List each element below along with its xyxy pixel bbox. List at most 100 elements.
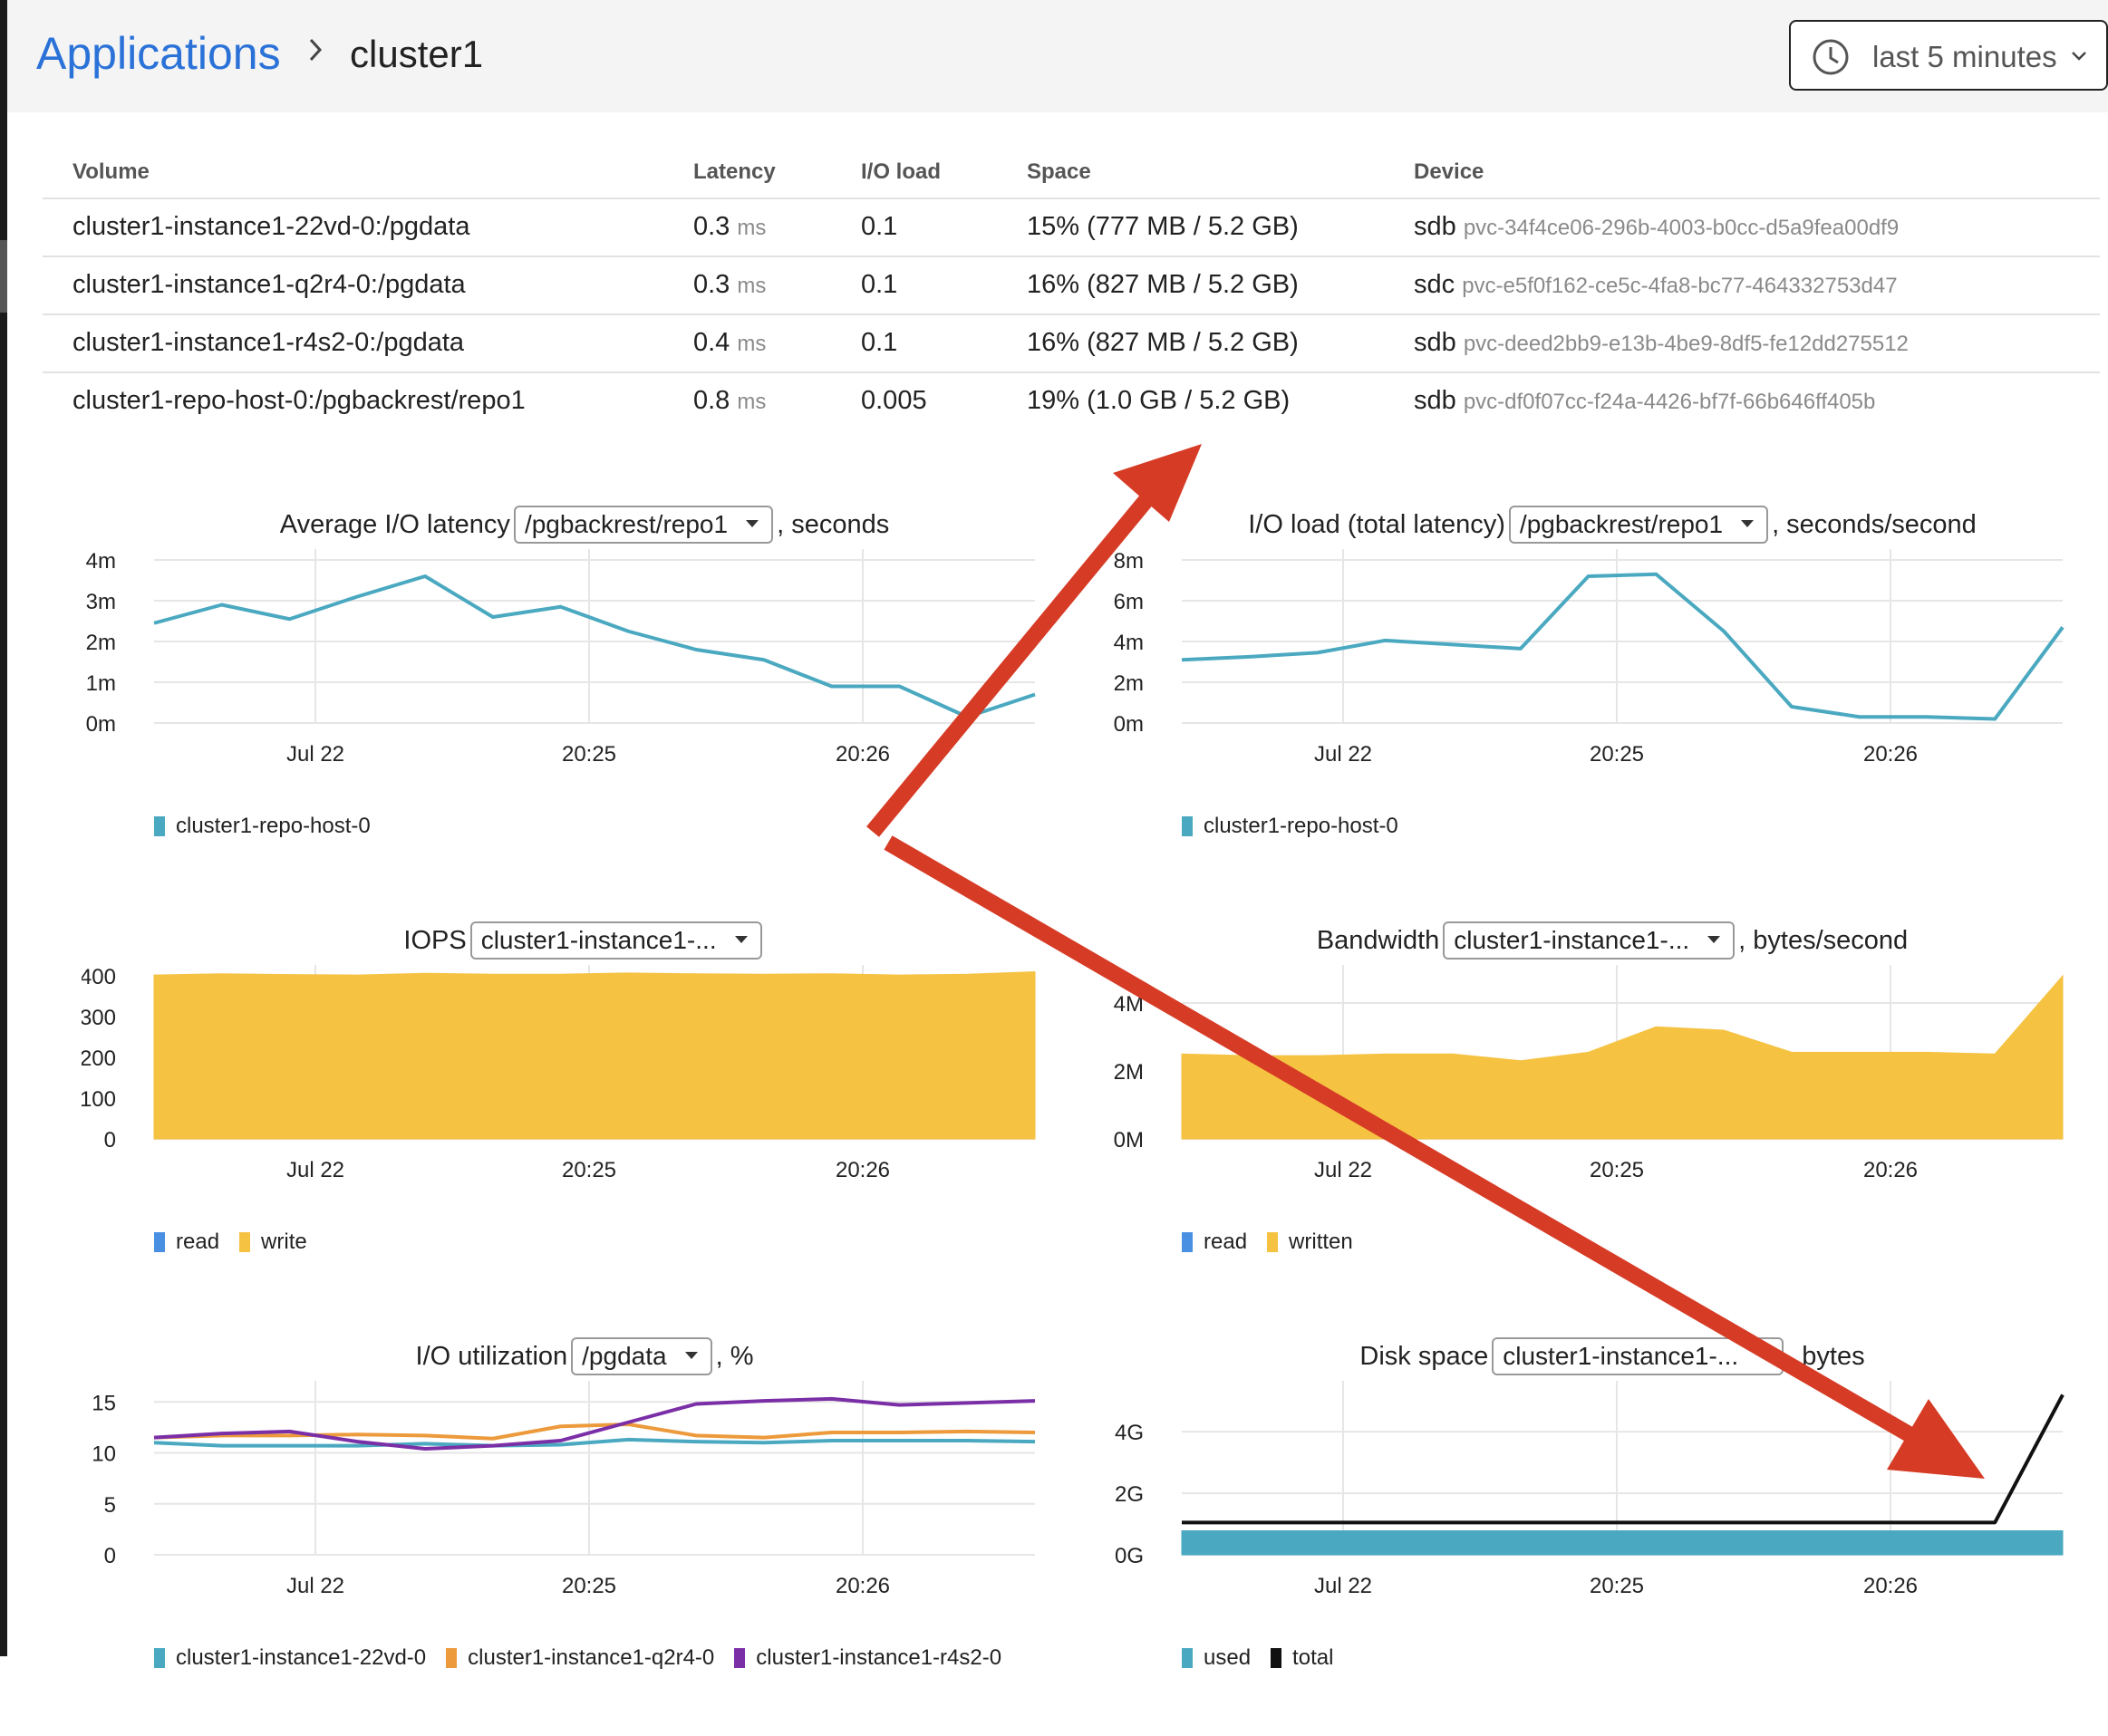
col-latency[interactable]: Latency: [693, 159, 776, 184]
latency-unit: ms: [737, 390, 767, 414]
chart-title-unit: , %: [715, 1341, 754, 1371]
legend-label: written: [1289, 1230, 1353, 1254]
chart-title-text: I/O utilization: [415, 1341, 568, 1371]
legend-label: cluster1-instance1-q2r4-0: [468, 1645, 715, 1670]
volume-name: cluster1-instance1-r4s2-0:/pgdata: [73, 328, 465, 357]
y-tick-label: 3m: [86, 590, 116, 614]
x-tick-label: 20:25: [1590, 1574, 1644, 1598]
y-tick-label: 0: [104, 1544, 116, 1568]
legend-label: read: [176, 1230, 220, 1254]
y-tick-label: 200: [82, 1046, 116, 1071]
time-range-dropdown[interactable]: last 5 minutes: [1789, 20, 2108, 91]
space-value: 16% (827 MB / 5.2 GB): [1027, 328, 1299, 357]
legend-item[interactable]: used: [1182, 1645, 1251, 1671]
scroll-nub[interactable]: [0, 240, 7, 313]
legend-label: write: [261, 1230, 307, 1254]
legend-item[interactable]: write: [239, 1230, 307, 1255]
chart-selector-dropdown[interactable]: cluster1-instance1-...: [469, 921, 762, 960]
series-line-cluster1-repo-host-0: [1181, 572, 2064, 721]
col-device[interactable]: Device: [1414, 159, 1484, 184]
chart-legend: read write: [154, 1230, 327, 1255]
legend-swatch: [239, 1232, 251, 1252]
legend-item[interactable]: read: [1182, 1230, 1247, 1255]
legend-label: cluster1-repo-host-0: [176, 814, 371, 838]
legend-item[interactable]: cluster1-instance1-22vd-0: [154, 1645, 426, 1671]
legend-item[interactable]: cluster1-instance1-q2r4-0: [446, 1645, 714, 1671]
legend-item[interactable]: cluster1-repo-host-0: [1182, 814, 1398, 839]
series-area-written: [1181, 974, 2064, 1140]
series-area-used: [1181, 1530, 2064, 1556]
device-id: pvc-34f4ce06-296b-4003-b0cc-d5a9fea00df9: [1463, 216, 1900, 240]
latency-value: 0.3: [693, 270, 730, 299]
chart-title: IOPS cluster1-instance1-...: [82, 921, 1088, 960]
chevron-down-icon: [2072, 52, 2086, 61]
chart-selector-value: /pgbackrest/repo1: [524, 510, 729, 538]
breadcrumb-applications-link[interactable]: Applications: [36, 28, 281, 79]
legend-swatch: [1271, 1648, 1282, 1668]
latency-unit: ms: [737, 216, 767, 240]
chart-selector-dropdown[interactable]: /pgbackrest/repo1: [1508, 506, 1769, 544]
chart-selector-dropdown[interactable]: cluster1-instance1-...: [1443, 921, 1736, 960]
y-tick-label: 2G: [1115, 1482, 1144, 1507]
x-tick-label: Jul 22: [1314, 1158, 1372, 1182]
io-load-value: 0.005: [861, 386, 927, 415]
legend-item[interactable]: read: [154, 1230, 219, 1255]
col-space[interactable]: Space: [1027, 159, 1091, 184]
table-row[interactable]: cluster1-repo-host-0:/pgbackrest/repo1 0.…: [43, 371, 2100, 431]
legend-label: used: [1204, 1645, 1252, 1670]
device-cell: sdb pvc-deed2bb9-e13b-4be9-8df5-fe12dd27…: [1414, 328, 1909, 358]
io-load-value: 0.1: [861, 270, 898, 299]
y-tick-label: 300: [82, 1006, 116, 1030]
device-name: sdb: [1414, 328, 1456, 357]
page-header: Applications cluster1 last 5 minutes: [7, 0, 2108, 112]
legend-label: cluster1-repo-host-0: [1204, 814, 1398, 838]
x-tick-label: Jul 22: [286, 742, 344, 767]
y-tick-label: 4m: [86, 549, 116, 574]
x-tick-label: 20:26: [1863, 742, 1918, 767]
chart-selector-value: /pgdata: [582, 1342, 667, 1370]
y-tick-label: 15: [92, 1391, 116, 1415]
x-tick-label: 20:25: [1590, 1158, 1644, 1182]
chart-legend: used total: [1182, 1645, 1353, 1671]
x-tick-label: 20:25: [1590, 742, 1644, 767]
legend-item[interactable]: total: [1271, 1645, 1333, 1671]
legend-swatch: [1182, 816, 1193, 836]
y-tick-label: 10: [92, 1442, 116, 1467]
device-cell: sdc pvc-e5f0f162-ce5c-4fa8-bc77-46433275…: [1414, 270, 1898, 300]
col-volume[interactable]: Volume: [73, 159, 150, 184]
legend-item[interactable]: cluster1-instance1-r4s2-0: [734, 1645, 1001, 1671]
chart-title-unit: , bytes/second: [1738, 925, 1909, 955]
x-tick-label: 20:25: [562, 742, 616, 767]
chart-plot: 4M 2M 0M Jul 22 20:25 20:26: [1114, 965, 2064, 1182]
x-tick-label: Jul 22: [286, 1574, 344, 1598]
chart-title: Disk space cluster1-instance1-... , bytes: [1109, 1337, 2108, 1375]
x-tick-label: 20:26: [836, 742, 890, 767]
y-tick-label: 0G: [1115, 1544, 1144, 1568]
latency-unit: ms: [737, 332, 767, 356]
series-line-cluster1-instance1-22vd-0: [153, 1437, 1036, 1448]
y-tick-label: 4m: [1114, 631, 1144, 655]
y-tick-label: 2m: [1114, 671, 1144, 696]
chart-selector-value: /pgbackrest/repo1: [1519, 510, 1724, 538]
series-line-cluster1-repo-host-0: [153, 574, 1036, 719]
table-row[interactable]: cluster1-instance1-22vd-0:/pgdata 0.3 ms 0…: [43, 198, 2100, 257]
chart-selector-dropdown[interactable]: /pgdata: [571, 1337, 712, 1375]
legend-item[interactable]: written: [1267, 1230, 1353, 1255]
space-value: 16% (827 MB / 5.2 GB): [1027, 270, 1299, 299]
x-tick-label: Jul 22: [1314, 1574, 1372, 1598]
device-name: sdb: [1414, 212, 1456, 241]
table-row[interactable]: cluster1-instance1-r4s2-0:/pgdata 0.4 ms 0…: [43, 313, 2100, 373]
legend-item[interactable]: cluster1-repo-host-0: [154, 814, 371, 839]
table-row[interactable]: cluster1-instance1-q2r4-0:/pgdata 0.3 ms 0…: [43, 256, 2100, 315]
chart-selector-dropdown[interactable]: cluster1-instance1-...: [1492, 1337, 1784, 1375]
chart-selector-dropdown[interactable]: /pgbackrest/repo1: [513, 506, 774, 544]
chart-io-utilization: I/O utilization/pgdata , % 15 10 5 0 Jul 22 20:…: [82, 1337, 1088, 1736]
device-cell: sdb pvc-df0f07cc-f24a-4426-bf7f-66b646ff…: [1414, 386, 1875, 416]
legend-swatch: [154, 1648, 165, 1668]
col-io-load[interactable]: I/O load: [861, 159, 942, 184]
device-id: pvc-deed2bb9-e13b-4be9-8df5-fe12dd275512: [1463, 332, 1909, 356]
device-name: sdb: [1414, 386, 1456, 415]
latency-cell: 0.3 ms: [693, 212, 766, 242]
latency-cell: 0.4 ms: [693, 328, 766, 358]
y-tick-label: 400: [82, 965, 116, 989]
